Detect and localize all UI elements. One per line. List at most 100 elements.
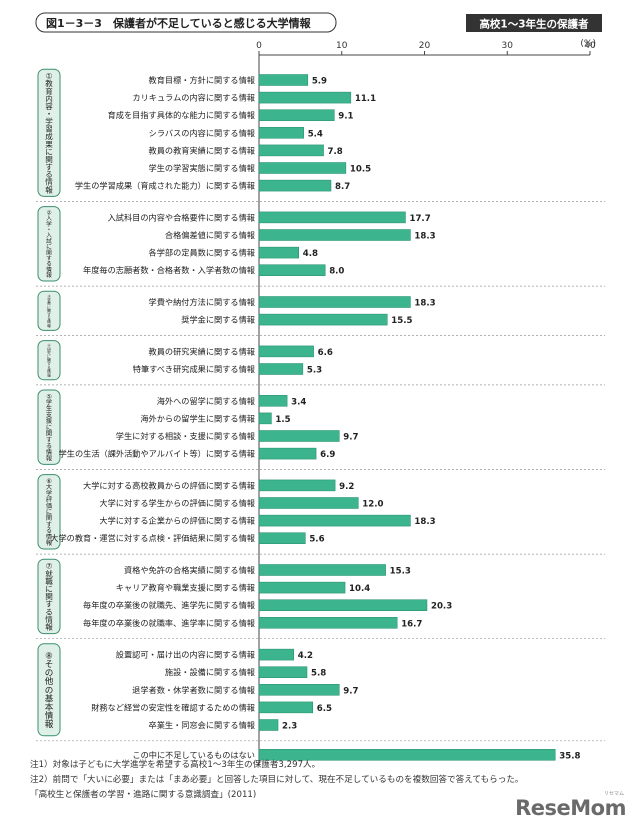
bar: [258, 447, 317, 460]
category-label: 入試科目の内容や合格要件に関する情報: [108, 212, 255, 222]
bar: [258, 599, 428, 611]
group-label: ⑥ 大学評価に関する情報: [46, 478, 53, 547]
data-label: 9.1: [338, 112, 353, 122]
category-label: 教員の研究実績に関する情報: [149, 346, 255, 356]
category-label: 退学者数・休学者数に関する情報: [132, 685, 255, 695]
data-label: 2.3: [282, 722, 297, 732]
data-label: 9.7: [343, 686, 358, 696]
x-tick-label: 0: [256, 41, 262, 51]
bar-chart: 図1－3－3 保護者が不足していると感じる大学情報 高校1～3年生の保護者 (%…: [35, 12, 605, 766]
bar: [258, 179, 332, 192]
category-label: 設置認可・届け出の内容に関する情報: [116, 650, 255, 660]
x-tick-label: 30: [502, 41, 514, 51]
group-label-box: [37, 389, 61, 465]
group-label-box: [37, 474, 61, 550]
chart-title: 図1－3－3 保護者が不足していると感じる大学情報: [46, 16, 312, 30]
x-tick-label: 40: [584, 41, 596, 51]
x-tick-label: 20: [419, 41, 431, 51]
category-label: 育成を目指す具体的な能力に関する情報: [108, 110, 255, 120]
bar: [258, 514, 411, 527]
bar: [258, 581, 346, 594]
group-label-box: [37, 558, 61, 635]
bar: [258, 74, 309, 86]
data-label: 4.2: [298, 651, 313, 661]
unit-label: (%): [580, 39, 596, 49]
bar: [258, 313, 388, 326]
badge-bg: [466, 14, 602, 32]
data-label: 9.7: [343, 433, 358, 443]
category-label: 特筆すべき研究成果に関する情報: [133, 364, 255, 374]
data-label: 5.6: [309, 535, 324, 545]
category-label: 資格や免許の合格実績に関する情報: [124, 565, 255, 575]
bar: [258, 363, 304, 375]
data-label: 35.8: [559, 751, 580, 761]
data-label: 9.2: [339, 482, 354, 492]
bar: [258, 719, 279, 731]
bar: [258, 749, 556, 761]
data-label: 17.7: [409, 214, 430, 224]
bar: [258, 211, 406, 224]
bar: [258, 666, 308, 678]
category-label: 学生の生活（課外活動やアルバイト等）に関する情報: [59, 449, 255, 459]
category-label: キャリア教育や職業支援に関する情報: [116, 583, 255, 593]
data-label: 18.3: [414, 232, 435, 242]
data-label: 5.4: [308, 129, 323, 139]
group-label: ⑧ その他の基本情報: [45, 651, 54, 730]
group-label-box: [37, 643, 61, 737]
group-label: ② 入学・入試に関する情報: [46, 209, 52, 279]
category-label: 学生の学習実態に関する情報: [149, 163, 255, 173]
data-label: 7.8: [328, 147, 343, 157]
population-badge: 高校1～3年生の保護者: [479, 18, 589, 31]
title-frame: [35, 12, 337, 33]
bar: [258, 264, 326, 276]
data-label: 5.3: [307, 366, 322, 376]
bar: [258, 701, 314, 714]
bar: [258, 617, 398, 629]
footnote-2: 注2）前問で「大いに必要」または「まあ必要」と回答した項目に対して、現在不足して…: [30, 775, 524, 785]
data-label: 11.1: [355, 94, 376, 104]
category-label: 奨学金に関する情報: [181, 315, 255, 325]
resemom-logo: ReseMom: [515, 796, 626, 820]
category-label: 学生に対する相談・支援に関する情報: [116, 431, 255, 441]
bar: [258, 246, 299, 259]
bar: [258, 412, 272, 425]
bar: [258, 532, 306, 544]
bar: [258, 91, 352, 104]
footnote-1: 注1）対象は子どもに大学進学を希望する高校1～3年生の保護者3,297人。: [30, 760, 321, 770]
category-label: 年度毎の志願者数・合格者数・入学者数の情報: [83, 265, 255, 275]
x-tick-label: 10: [336, 41, 348, 51]
group-label: ③ 学費に関する情報: [47, 294, 51, 328]
category-label: この中に不足しているものはない: [132, 750, 255, 760]
group-label-box: [37, 206, 61, 282]
category-label: 大学に対する企業からの評価に関する情報: [99, 516, 255, 526]
category-label: 教育目標・方針に関する情報: [149, 75, 255, 85]
bar: [258, 296, 411, 308]
category-label: 毎年度の卒業後の就職先、進学先に関する情報: [83, 600, 255, 610]
bar: [258, 497, 359, 509]
data-label: 6.6: [318, 348, 333, 358]
bar: [258, 144, 324, 157]
data-label: 4.8: [303, 249, 318, 259]
group-label-box: [37, 290, 61, 331]
data-label: 18.3: [414, 517, 435, 527]
category-label: 海外への留学に関する情報: [157, 396, 255, 406]
data-label: 15.5: [391, 316, 412, 326]
logo-subtext: リセマム: [603, 791, 624, 797]
group-label: ① 教育内容・学習成果に関する情報: [45, 72, 53, 195]
group-label-box: [37, 340, 61, 381]
data-label: 6.5: [317, 704, 332, 714]
data-label: 3.4: [291, 397, 306, 407]
category-label: カリキュラムの内容に関する情報: [132, 93, 255, 103]
category-label: 卒業生・同窓会に関する情報: [149, 720, 255, 730]
data-label: 10.5: [350, 165, 371, 175]
bar: [258, 479, 336, 492]
bar: [258, 430, 340, 442]
group-label: ⑤ 学生支援に関する情報: [46, 393, 53, 462]
data-label: 12.0: [362, 500, 383, 510]
data-label: 20.3: [431, 602, 452, 612]
group-label: ⑦ 就職に関する情報: [45, 562, 53, 632]
data-label: 5.8: [311, 669, 326, 679]
bar: [258, 229, 411, 241]
data-label: 18.3: [414, 299, 435, 309]
source-note: 「高校生と保護者の学習・進路に関する意識調査」(2011): [30, 790, 257, 800]
